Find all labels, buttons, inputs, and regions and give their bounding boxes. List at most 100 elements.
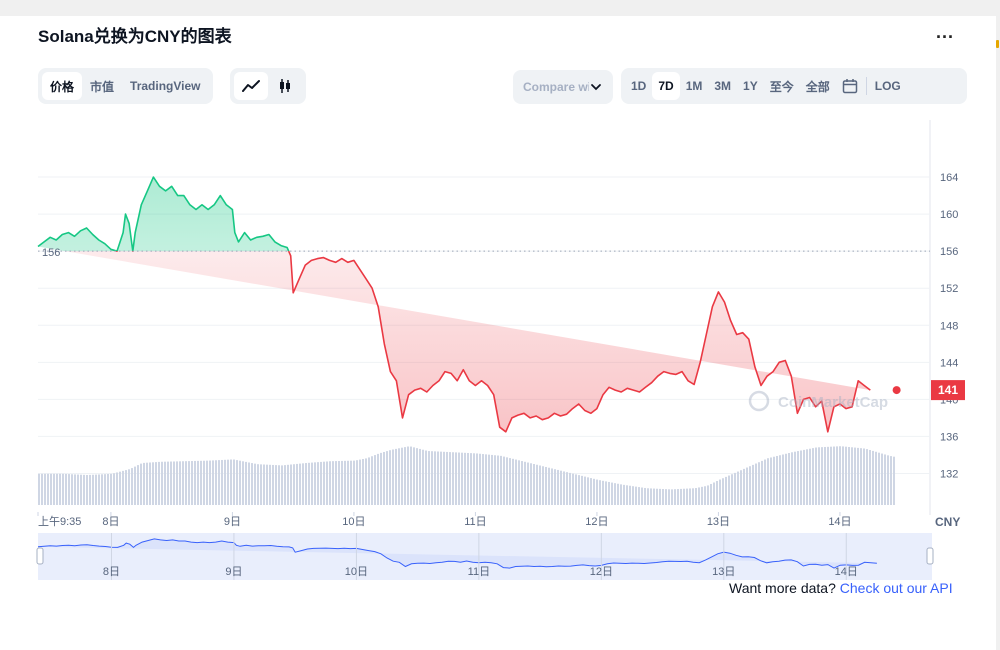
volume-bar xyxy=(308,462,310,505)
volume-bar xyxy=(293,464,295,505)
calendar-icon[interactable] xyxy=(836,72,864,100)
navigator-handle-right[interactable] xyxy=(926,547,934,565)
volume-bar xyxy=(320,461,322,505)
volume-bar xyxy=(869,450,871,505)
x-tick-label: 9日 xyxy=(224,516,241,528)
volume-bar xyxy=(509,458,511,505)
volume-bar xyxy=(89,474,91,505)
volume-bar xyxy=(266,464,268,505)
volume-bar xyxy=(461,452,463,505)
volume-bar xyxy=(641,487,643,505)
volume-bar xyxy=(563,471,565,505)
volume-bar xyxy=(185,461,187,505)
volume-bar xyxy=(704,486,706,505)
volume-bar xyxy=(68,474,70,505)
volume-bar xyxy=(797,451,799,505)
volume-bar xyxy=(623,484,625,505)
volume-bar xyxy=(62,473,64,505)
volume-bar xyxy=(401,447,403,505)
navigator-handle-left[interactable] xyxy=(36,547,44,565)
volume-bar xyxy=(194,460,196,505)
volume-bar xyxy=(728,475,730,505)
volume-bar xyxy=(74,474,76,505)
current-price-dot xyxy=(892,386,901,395)
range-7d[interactable]: 7D xyxy=(652,72,680,100)
more-options-icon[interactable]: ... xyxy=(936,22,955,42)
volume-bar xyxy=(317,462,319,505)
volume-bar xyxy=(725,476,727,505)
api-footer: Want more data? Check out our API xyxy=(729,580,953,596)
volume-bar xyxy=(281,465,283,505)
volume-bar xyxy=(236,460,238,505)
volume-bar xyxy=(71,474,73,505)
volume-bar xyxy=(680,488,682,505)
volume-bar xyxy=(593,478,595,505)
range-ytd[interactable]: 至今 xyxy=(769,79,794,94)
volume-bar xyxy=(866,449,868,505)
volume-bar xyxy=(578,475,580,505)
volume-bar xyxy=(386,451,388,505)
api-link[interactable]: Check out our API xyxy=(839,580,953,596)
volume-bar xyxy=(365,458,367,505)
range-1y[interactable]: 1Y xyxy=(743,79,758,93)
volume-bar xyxy=(284,465,286,505)
tab-price[interactable]: 价格 xyxy=(42,72,83,100)
range-all[interactable]: 全部 xyxy=(805,79,830,94)
volume-bar xyxy=(707,485,709,505)
volume-bar xyxy=(59,473,61,505)
volume-bar xyxy=(410,446,412,505)
volume-bar xyxy=(335,461,337,505)
volume-bar xyxy=(161,461,163,505)
volume-bar xyxy=(44,473,46,505)
volume-bar xyxy=(119,471,121,505)
volume-bar xyxy=(362,459,364,505)
volume-bar xyxy=(743,468,745,505)
volume-bar xyxy=(443,451,445,505)
volume-bar xyxy=(251,463,253,505)
tab-market-cap[interactable]: 市值 xyxy=(90,79,115,94)
price-line-down xyxy=(114,251,871,433)
volume-bar xyxy=(263,464,265,505)
volume-bar xyxy=(53,473,55,505)
volume-bar xyxy=(176,461,178,505)
navigator-tick-label: 12日 xyxy=(590,566,613,578)
volume-bar xyxy=(695,488,697,505)
volume-bar xyxy=(56,473,58,505)
volume-bar xyxy=(428,451,430,505)
range-1d[interactable]: 1D xyxy=(631,79,647,93)
volume-bar xyxy=(671,489,673,505)
navigator-tick-label: 13日 xyxy=(712,566,735,578)
volume-bar xyxy=(92,474,94,505)
volume-bar xyxy=(149,462,151,505)
volume-bar xyxy=(278,465,280,505)
volume-bar xyxy=(617,483,619,505)
volume-bar xyxy=(200,460,202,505)
volume-bar xyxy=(110,473,112,505)
candlestick-icon[interactable] xyxy=(268,72,302,100)
volume-bar xyxy=(701,486,703,505)
volume-bar xyxy=(239,460,241,505)
volume-bar xyxy=(755,463,757,505)
x-tick-label: 13日 xyxy=(707,516,730,528)
tab-tradingview[interactable]: TradingView xyxy=(130,79,201,93)
volume-bar xyxy=(296,463,298,505)
compare-dropdown[interactable]: Compare with xyxy=(513,70,613,104)
volume-bar xyxy=(38,473,40,505)
range-3m[interactable]: 3M xyxy=(714,79,732,93)
range-1m[interactable]: 1M xyxy=(685,79,703,93)
volume-bar xyxy=(107,473,109,505)
volume-bar xyxy=(611,482,613,505)
range-navigator[interactable]: 8日 9日 10日 11日 12日 13日 14日 xyxy=(36,533,934,580)
volume-bar xyxy=(857,447,859,505)
price-chart[interactable]: 132136140144148152156160164156CoinMarket… xyxy=(0,120,1000,580)
volume-bar xyxy=(350,460,352,505)
volume-bar xyxy=(848,446,850,505)
volume-bar xyxy=(359,459,361,505)
volume-bar xyxy=(407,446,409,505)
volume-bar xyxy=(86,474,88,505)
log-scale-button[interactable]: LOG xyxy=(874,79,901,93)
volume-bar xyxy=(656,488,658,505)
volume-bar xyxy=(635,486,637,505)
volume-bar xyxy=(800,450,802,505)
line-chart-icon[interactable] xyxy=(234,72,268,100)
